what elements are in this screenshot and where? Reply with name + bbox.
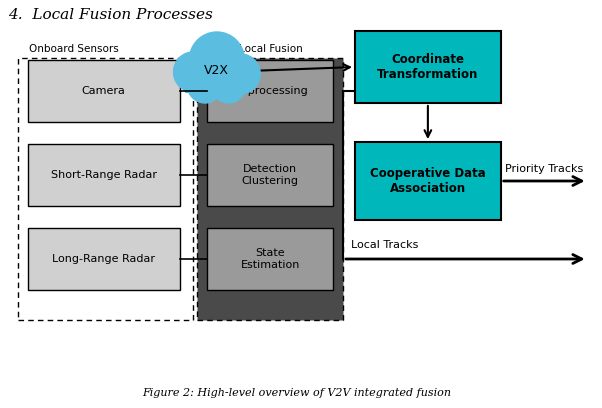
Bar bbox=[207, 60, 334, 122]
Bar bbox=[28, 228, 181, 290]
Circle shape bbox=[187, 67, 223, 103]
Text: V2X: V2X bbox=[205, 64, 229, 78]
Text: Camera: Camera bbox=[82, 86, 125, 96]
Bar bbox=[197, 58, 343, 320]
Text: Long-Range Radar: Long-Range Radar bbox=[52, 254, 155, 264]
Circle shape bbox=[173, 52, 213, 92]
Text: State
Estimation: State Estimation bbox=[240, 248, 300, 270]
Text: 4.  Local Fusion Processes: 4. Local Fusion Processes bbox=[8, 8, 213, 22]
Text: Onboard Sensors: Onboard Sensors bbox=[29, 44, 119, 54]
Bar bbox=[207, 228, 334, 290]
Bar bbox=[207, 144, 334, 206]
Text: Local Fusion: Local Fusion bbox=[239, 44, 303, 54]
Circle shape bbox=[189, 32, 244, 88]
Text: Coordinate
Transformation: Coordinate Transformation bbox=[377, 53, 479, 81]
Bar bbox=[355, 31, 501, 103]
Text: Detection
Clustering: Detection Clustering bbox=[241, 164, 299, 186]
Text: Figure 2: High-level overview of V2V integrated fusion: Figure 2: High-level overview of V2V int… bbox=[142, 388, 452, 398]
Text: Priority Tracks: Priority Tracks bbox=[504, 164, 583, 174]
Bar bbox=[355, 142, 501, 220]
Bar bbox=[185, 75, 249, 93]
Text: Short-Range Radar: Short-Range Radar bbox=[51, 170, 157, 180]
Circle shape bbox=[221, 54, 260, 94]
Bar bbox=[17, 58, 193, 320]
Text: Preprocessing: Preprocessing bbox=[231, 86, 309, 96]
Text: Local Tracks: Local Tracks bbox=[351, 240, 418, 250]
Circle shape bbox=[212, 69, 246, 103]
Text: Cooperative Data
Association: Cooperative Data Association bbox=[370, 167, 486, 195]
Bar bbox=[28, 144, 181, 206]
Bar bbox=[28, 60, 181, 122]
